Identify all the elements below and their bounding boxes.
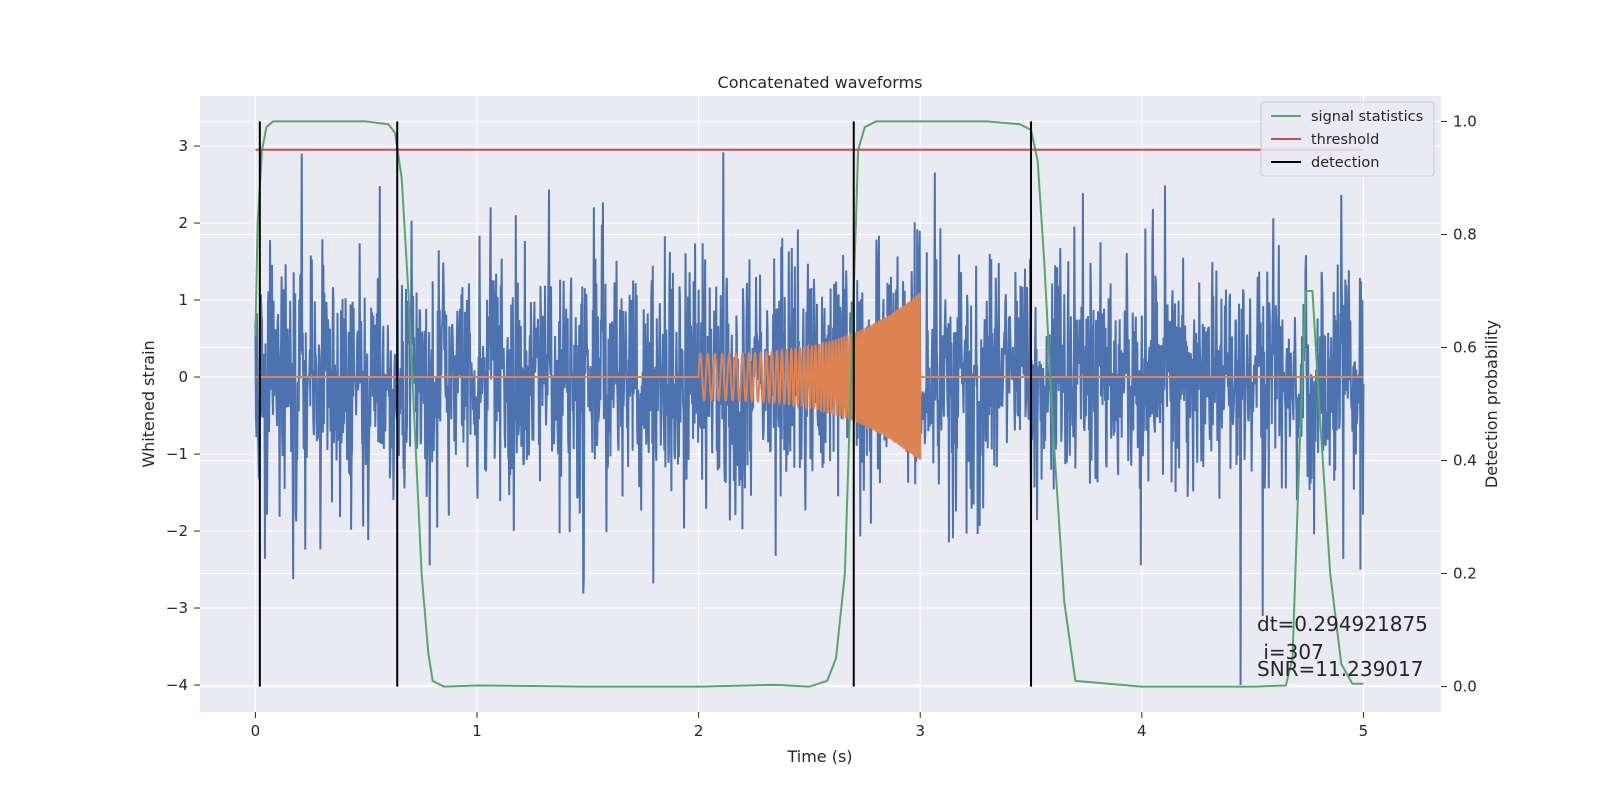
y2-tick-label: 0.4 — [1453, 452, 1477, 470]
x-tick-label: 5 — [1359, 722, 1369, 740]
x-tick-label: 3 — [915, 722, 925, 740]
y2-axis-label: Detection probability — [1482, 320, 1501, 488]
series-signal-statistics-line — [254, 120, 1364, 688]
annotation-dt: dt=0.294921875 — [1257, 612, 1428, 636]
y2-tick-label: 0.2 — [1453, 565, 1477, 583]
y-tick-label: 2 — [178, 214, 188, 232]
y-tick-label: −2 — [166, 522, 188, 540]
legend-label-threshold: threshold — [1311, 132, 1379, 148]
y-tick-label: 0 — [178, 368, 188, 386]
axes: 0 1 2 3 4 5 3 2 1 0 −1 −2 −3 −4 1.0 0.8 0.6 0.4 0.2 0.0 — [166, 112, 1477, 740]
y-axis-label: Whitened strain — [139, 340, 158, 467]
legend: signal statistics threshold detection — [1260, 101, 1435, 177]
legend-label-detection: detection — [1311, 155, 1379, 171]
annotation-snr: SNR=11.239017 — [1257, 657, 1423, 681]
legend-label-signal-statistics: signal statistics — [1311, 109, 1423, 125]
y2-tick-label: 0.0 — [1453, 678, 1477, 696]
y2-tick-label: 0.8 — [1453, 225, 1477, 243]
x-tick-label: 4 — [1137, 722, 1147, 740]
y-tick-label: −3 — [166, 599, 188, 617]
plot-area — [254, 120, 1365, 688]
x-tick-label: 0 — [251, 722, 261, 740]
y-tick-label: −1 — [166, 445, 188, 463]
annotation-block: dt=0.294921875 i=307 SNR=11.239017 — [1257, 612, 1428, 681]
x-tick-label: 2 — [694, 722, 704, 740]
series-whitened-strain-line — [254, 152, 1365, 686]
legend-box — [1260, 101, 1435, 177]
y2-tick-label: 1.0 — [1453, 112, 1477, 130]
x-tick-label: 1 — [472, 722, 482, 740]
y-tick-label: −4 — [166, 676, 188, 694]
y-tick-label: 1 — [178, 291, 188, 309]
series-injected-waveform-line — [255, 292, 1364, 460]
y2-tick-label: 0.6 — [1453, 338, 1477, 356]
y-tick-label: 3 — [178, 137, 188, 155]
chart-title: Concatenated waveforms — [718, 73, 923, 92]
x-axis-label: Time (s) — [786, 747, 852, 766]
annotation-index: i=307 — [1257, 640, 1324, 664]
